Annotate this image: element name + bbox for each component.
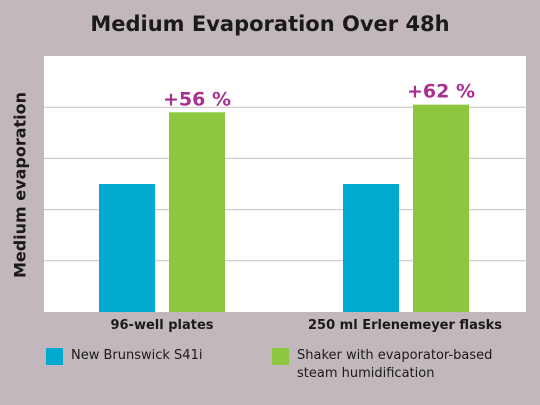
x-tick-label-1: 250 ml Erlenemeyer flasks <box>308 318 502 333</box>
annotations: +56 % +62 % <box>163 81 475 111</box>
bars <box>99 104 469 312</box>
legend-label-shaker-line-2: steam humidification <box>297 366 435 381</box>
bar-1-1 <box>413 104 469 312</box>
legend-label-shaker-line-1: Shaker with evaporator-based <box>297 348 493 363</box>
bar-1-0 <box>343 184 399 312</box>
legend-swatch-s41i <box>46 348 63 365</box>
legend-item-shaker: Shaker with evaporator-based steam humid… <box>272 347 492 383</box>
bar-0-0 <box>99 184 155 312</box>
legend-swatch-shaker <box>272 348 289 365</box>
annotation-1: +62 % <box>407 81 475 103</box>
x-tick-label-0: 96-well plates <box>110 318 214 333</box>
legend-item-s41i: New Brunswick S41i <box>46 347 202 365</box>
bar-0-1 <box>169 112 225 312</box>
annotation-0: +56 % <box>163 88 231 110</box>
legend-label-s41i: New Brunswick S41i <box>71 348 203 363</box>
chart-title: Medium Evaporation Over 48h <box>90 12 450 36</box>
legend-label-shaker: Shaker with evaporator-based steam humid… <box>297 347 492 383</box>
